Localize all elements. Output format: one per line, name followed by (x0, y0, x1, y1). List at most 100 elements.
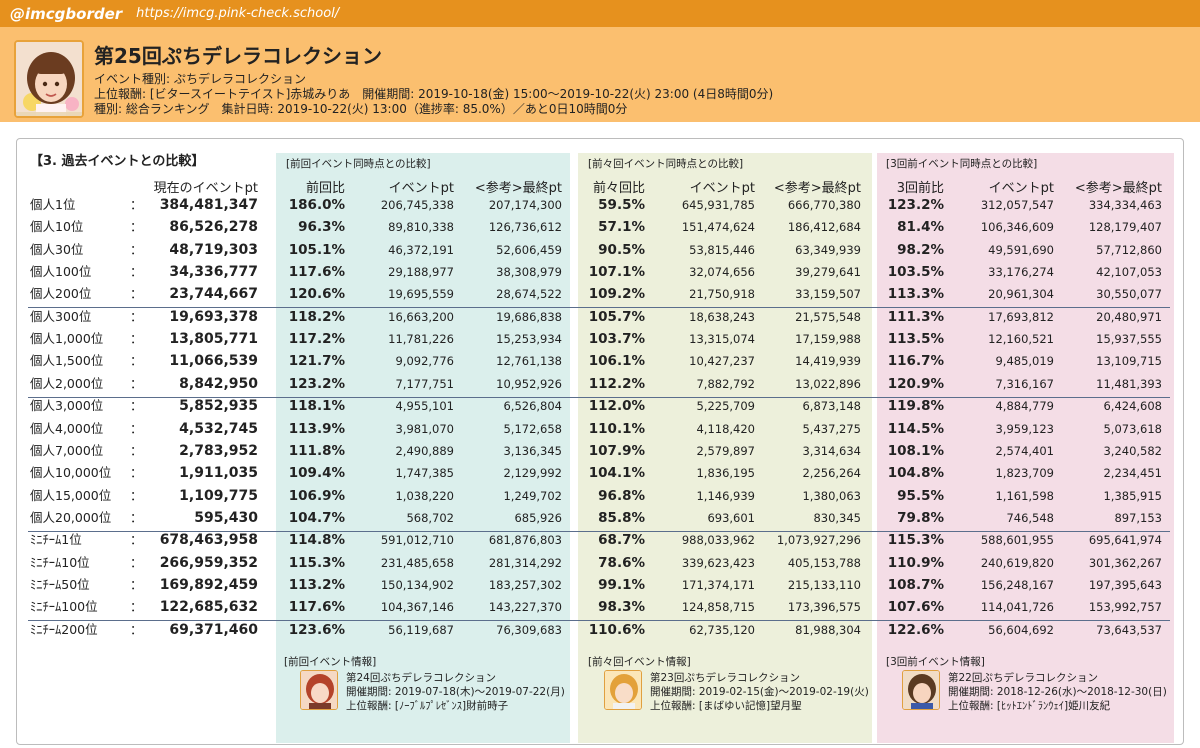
separator: ： (130, 465, 143, 481)
prev-pt: 9,092,776 (395, 354, 454, 369)
prev-final-pt: 1,249,702 (503, 488, 562, 503)
separator: ： (130, 375, 143, 391)
prev3-final-pt: 42,107,053 (1096, 265, 1162, 280)
prev-final-pt: 6,526,804 (503, 399, 562, 414)
prev3-pt: 588,601,955 (980, 533, 1054, 548)
prev-final-pt: 52,606,459 (496, 242, 562, 257)
current-pt: 122,685,632 (159, 599, 258, 616)
prev2-ratio: 109.2% (588, 286, 645, 303)
header-prev-pt: イベントpt (388, 181, 454, 196)
current-pt: 8,842,950 (179, 375, 258, 392)
prev-ratio: 123.6% (288, 621, 345, 638)
current-pt: 2,783,952 (179, 442, 258, 459)
prev2-ratio: 68.7% (598, 532, 645, 549)
prev-final-pt: 2,129,992 (503, 466, 562, 481)
table-row: ﾐﾆﾁｰﾑ50位 ： 169,892,459 113.2% 150,134,902 183… (0, 574, 1200, 596)
prev2-final-pt: 13,022,896 (795, 376, 861, 391)
prev3-pt: 7,316,167 (995, 376, 1054, 391)
prev2-ratio: 99.1% (598, 576, 645, 593)
prev-ratio: 106.9% (288, 487, 345, 504)
prev-event-idol-thumb (300, 670, 338, 710)
rank-label: ﾐﾆﾁｰﾑ1位 (30, 532, 82, 548)
prev-pt: 591,012,710 (380, 533, 454, 548)
prev3-final-pt: 1,385,915 (1103, 488, 1162, 503)
prev3-pt: 3,959,123 (995, 421, 1054, 436)
header-current-pt: 現在のイベントpt (153, 181, 258, 196)
prev3-ratio: 120.9% (887, 375, 944, 392)
prev2-pt: 1,146,939 (696, 488, 755, 503)
prev2-pt: 18,638,243 (689, 309, 755, 324)
current-pt: 48,719,303 (169, 241, 258, 258)
prev-final-pt: 5,172,658 (503, 421, 562, 436)
prev2-final-pt: 3,314,634 (802, 443, 861, 458)
prev-ratio: 114.8% (288, 532, 345, 549)
rank-label: 個人300位 (30, 308, 92, 324)
prev2-final-pt: 81,988,304 (795, 622, 861, 637)
prev3-final-pt: 11,481,393 (1096, 376, 1162, 391)
prev3-ratio: 103.5% (887, 264, 944, 281)
prev3-ratio: 113.3% (887, 286, 944, 303)
prev2-pt: 339,623,423 (681, 555, 755, 570)
event-header (0, 27, 1200, 122)
prev2-ratio: 112.0% (588, 398, 645, 415)
row-divider (28, 397, 1170, 398)
prev3-final-pt: 301,362,267 (1088, 555, 1162, 570)
rank-label: 個人1,000位 (30, 331, 104, 347)
prev3-final-pt: 695,641,974 (1088, 533, 1162, 548)
rank-label: 個人30位 (30, 241, 84, 257)
separator: ： (130, 219, 143, 235)
prev2-pt: 988,033,962 (681, 533, 755, 548)
table-row: 個人3,000位 ： 5,852,935 118.1% 4,955,101 6,526,8… (0, 395, 1200, 417)
prev2-final-pt: 173,396,575 (787, 600, 861, 615)
prev3-final-pt: 57,712,860 (1096, 242, 1162, 257)
prev3-pt: 49,591,690 (988, 242, 1054, 257)
prev3-final-pt: 3,240,582 (1103, 443, 1162, 458)
prev2-ratio: 96.8% (598, 487, 645, 504)
prev-ratio: 186.0% (288, 197, 345, 213)
rank-label: 個人2,000位 (30, 375, 104, 391)
group-title-prev2: [前々回イベント同時点との比較] (588, 158, 744, 170)
separator: ： (130, 442, 143, 458)
current-pt: 13,805,771 (169, 331, 258, 348)
prev-event-band (276, 153, 570, 743)
prev-final-pt: 12,761,138 (496, 354, 562, 369)
rank-label: 個人7,000位 (30, 442, 104, 458)
prev3-ratio: 95.5% (897, 487, 944, 504)
twitter-handle[interactable]: @imcgborder (10, 4, 123, 23)
group-title-prev3: [3回前イベント同時点との比較] (886, 158, 1038, 170)
prev-pt: 1,038,220 (395, 488, 454, 503)
prev3-pt: 312,057,547 (980, 198, 1054, 212)
prev-pt: 3,981,070 (395, 421, 454, 436)
prev-ratio: 123.2% (288, 375, 345, 392)
prev3-final-pt: 128,179,407 (1088, 220, 1162, 235)
current-pt: 86,526,278 (169, 219, 258, 236)
prev2-final-pt: 39,279,641 (795, 265, 861, 280)
prev-final-pt: 183,257,302 (488, 577, 562, 592)
separator: ： (130, 264, 143, 280)
prev2-final-pt: 1,073,927,296 (776, 533, 861, 548)
rank-label: ﾐﾆﾁｰﾑ200位 (30, 621, 98, 637)
prev-ratio: 117.6% (288, 264, 345, 281)
prev2-ratio: 110.6% (588, 621, 645, 638)
table-row: ﾐﾆﾁｰﾑ1位 ： 678,463,958 114.8% 591,012,710 681,… (0, 529, 1200, 551)
current-pt: 4,532,745 (179, 420, 258, 437)
rank-label: 個人3,000位 (30, 398, 104, 414)
prev2-pt: 693,601 (707, 510, 755, 525)
prev-pt: 56,119,687 (388, 622, 454, 637)
header-prev-final: <参考>最終pt (474, 181, 562, 196)
prev2-final-pt: 186,412,684 (787, 220, 861, 235)
prev2-final-pt: 33,159,507 (795, 287, 861, 302)
site-url[interactable]: https://imcg.pink-check.school/ (136, 6, 340, 21)
prev2-event-period: 開催期間: 2019-02-15(金)～2019-02-19(火) (650, 686, 869, 698)
separator: ： (130, 420, 143, 436)
table-row: 個人100位 ： 34,336,777 117.6% 29,188,977 38,308,… (0, 261, 1200, 283)
rank-label: 個人10,000位 (30, 465, 112, 481)
header-prev3-pt: イベントpt (988, 181, 1054, 196)
prev2-pt: 1,836,195 (696, 466, 755, 481)
prev-ratio: 113.9% (288, 420, 345, 437)
prev3-ratio: 108.1% (887, 442, 944, 459)
prev2-ratio: 104.1% (588, 465, 645, 482)
prev-final-pt: 38,308,979 (496, 265, 562, 280)
current-pt: 19,693,378 (169, 308, 258, 325)
prev-pt: 206,745,338 (380, 198, 454, 212)
